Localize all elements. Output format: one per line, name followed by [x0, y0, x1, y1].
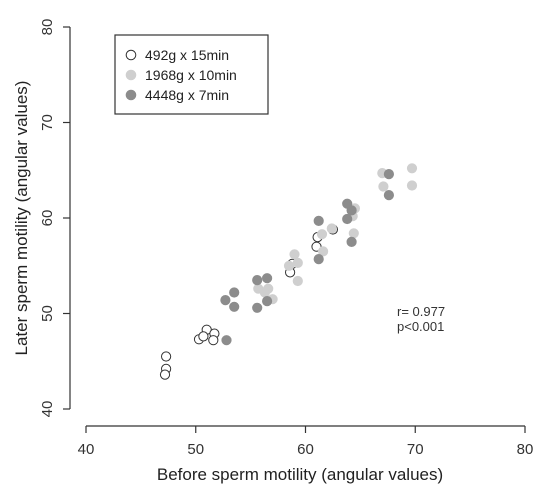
- legend-box: [114, 34, 269, 115]
- y-axis-title: Later sperm motility (angular values): [12, 81, 31, 356]
- data-point-series-1: [406, 180, 418, 191]
- x-tick-label: 50: [187, 441, 204, 458]
- data-point-series-1: [378, 181, 389, 192]
- data-point-series-2: [383, 190, 394, 201]
- data-point-series-1: [348, 228, 359, 239]
- y-tick-label: 80: [39, 19, 56, 36]
- legend: 492g x 15min 1968g x 10min 4448g x 7min: [114, 34, 269, 115]
- data-point-series-2: [262, 273, 273, 284]
- x-tick-label: 40: [78, 441, 95, 458]
- data-point-series-1: [289, 249, 300, 260]
- data-point-series-1: [406, 163, 418, 174]
- x-axis-title: Before sperm motility (angular values): [157, 465, 443, 484]
- data-point-series-2: [346, 236, 357, 247]
- y-tick-label: 60: [39, 210, 56, 227]
- data-point-series-1: [283, 260, 295, 271]
- data-point-series-0: [159, 369, 171, 380]
- data-point-series-1: [316, 229, 328, 240]
- data-point-series-2: [383, 169, 394, 180]
- y-tick-label: 50: [39, 305, 56, 322]
- p-value-annotation: p<0.001: [397, 319, 444, 334]
- data-point-series-2: [342, 213, 353, 225]
- data-point-series-0: [208, 335, 219, 346]
- data-point-series-2: [229, 301, 240, 312]
- data-point-series-2: [346, 205, 357, 216]
- data-point-series-2: [262, 296, 273, 307]
- data-point-series-2: [313, 254, 324, 265]
- legend-label-1: 1968g x 10min: [145, 67, 237, 83]
- data-points: [159, 163, 418, 380]
- correlation-annotation: r= 0.977: [397, 304, 445, 319]
- data-point-series-0: [161, 351, 172, 362]
- legend-marker-0: [125, 49, 137, 61]
- x-tick-label: 70: [407, 441, 424, 458]
- legend-marker-1: [125, 69, 137, 81]
- data-point-series-1: [326, 223, 337, 234]
- x-tick-label: 80: [517, 441, 534, 458]
- data-point-series-1: [292, 275, 303, 287]
- data-point-series-1: [318, 246, 329, 257]
- data-point-series-2: [313, 215, 324, 226]
- data-point-series-1: [259, 287, 270, 298]
- data-point-series-1: [292, 257, 303, 268]
- data-point-series-2: [221, 335, 232, 346]
- legend-label-0: 492g x 15min: [145, 47, 229, 63]
- legend-label-2: 4448g x 7min: [145, 87, 229, 103]
- data-point-series-2: [229, 287, 240, 298]
- data-point-series-2: [220, 295, 231, 306]
- axes: 40 50 60 70 80 40 50 60 70 80: [39, 19, 533, 458]
- y-tick-label: 40: [39, 401, 56, 418]
- legend-marker-2: [125, 89, 137, 101]
- x-tick-label: 60: [297, 441, 314, 458]
- data-point-series-2: [252, 275, 263, 286]
- y-tick-label: 70: [39, 114, 56, 131]
- data-point-series-0: [198, 331, 209, 342]
- data-point-series-2: [252, 302, 263, 313]
